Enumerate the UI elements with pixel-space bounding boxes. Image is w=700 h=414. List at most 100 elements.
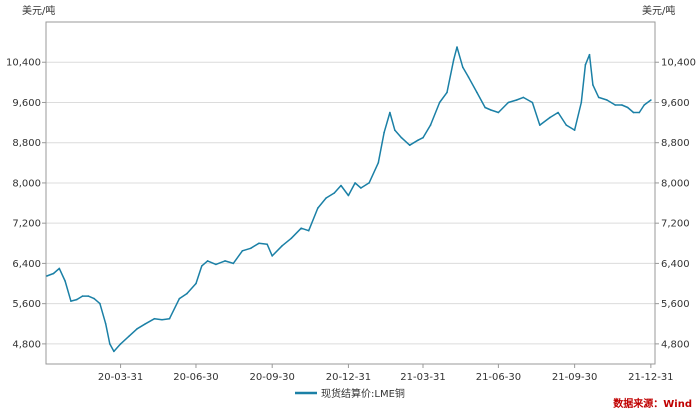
data-point [507, 101, 510, 104]
data-point [417, 139, 419, 141]
x-axis: 20-03-31 20-06-30 20-09-30 20-12-31 21-03-31… [98, 364, 674, 383]
data-source-note: 数据来源：Wind [613, 399, 692, 410]
data-point [333, 192, 336, 194]
data-point [446, 91, 448, 94]
data-point [394, 129, 396, 131]
plot-frame [45, 21, 656, 365]
y-tick-label-right: 10,400 [661, 58, 696, 69]
data-point [206, 260, 209, 262]
data-point [186, 292, 188, 295]
data-point [93, 297, 95, 300]
data-point [422, 136, 424, 139]
data-point [136, 328, 138, 330]
data-point [452, 58, 455, 61]
legend-label: 现货结算价:LME铜 [321, 387, 405, 400]
x-tick-label: 20-12-31 [326, 372, 371, 383]
data-point [153, 317, 156, 320]
data-point [497, 111, 500, 114]
data-point [224, 260, 226, 262]
gridlines [46, 61, 655, 345]
data-point [638, 111, 641, 114]
x-tick-label: 20-06-30 [173, 372, 218, 383]
data-point [614, 104, 616, 106]
x-tick-label: 21-12-31 [628, 372, 673, 383]
data-point [408, 144, 411, 146]
data-point [643, 104, 645, 106]
data-point [438, 101, 441, 104]
data-point [592, 84, 594, 86]
data-point [565, 124, 568, 126]
data-point [456, 46, 458, 48]
x-tick-label: 20-03-31 [98, 372, 143, 383]
x-tick-label: 21-09-30 [552, 372, 597, 383]
data-point [573, 129, 576, 131]
data-point [429, 124, 432, 126]
data-point [621, 104, 623, 106]
data-point [201, 265, 203, 267]
y-tick-label-right: 4,800 [661, 339, 690, 350]
data-point [249, 247, 252, 250]
y-tick-label-right: 8,800 [661, 138, 690, 149]
data-point [70, 300, 72, 302]
data-point [626, 106, 629, 109]
data-point [632, 111, 635, 114]
data-point [281, 245, 283, 247]
y-axis-right: 4,800 5,600 6,400 7,200 8,000 8,800 9,600 10,40… [655, 58, 696, 350]
data-point [368, 182, 370, 184]
data-point [360, 187, 362, 189]
data-point [290, 237, 293, 240]
data-point [307, 229, 310, 232]
y-axis-left: 4,800 5,600 6,400 7,200 8,000 8,800 9,600 10,40… [6, 58, 46, 350]
series-line [46, 46, 652, 353]
data-point [52, 272, 55, 275]
data-point [490, 109, 492, 111]
data-point [128, 335, 130, 338]
data-point [178, 297, 181, 300]
data-point [104, 323, 107, 325]
data-point [557, 111, 559, 114]
data-point [539, 124, 541, 126]
y-tick-label-left: 6,400 [12, 259, 41, 270]
data-point [515, 99, 518, 101]
data-point [400, 136, 403, 139]
data-point [75, 298, 78, 301]
data-point [580, 101, 583, 104]
data-point [354, 182, 356, 184]
y-tick-label-left: 10,400 [6, 58, 41, 69]
y-tick-label-right: 7,200 [661, 219, 690, 230]
data-point [241, 250, 244, 252]
data-point [584, 64, 587, 66]
data-point [81, 295, 84, 297]
data-point [606, 99, 608, 101]
data-point [484, 106, 486, 109]
x-tick-label: 20-09-30 [250, 372, 295, 383]
y-tick-label-left: 7,200 [12, 219, 41, 230]
data-point [109, 343, 111, 345]
data-point [476, 91, 478, 94]
x-tick-label: 21-06-30 [476, 372, 521, 383]
data-point [383, 131, 385, 134]
data-point [377, 162, 380, 164]
y-tick-label-right: 8,000 [661, 178, 690, 189]
data-point [462, 66, 464, 69]
data-point [325, 197, 327, 199]
data-point [58, 267, 61, 270]
legend: 现货结算价:LME铜 [295, 387, 405, 400]
data-point [258, 242, 260, 245]
data-point [389, 111, 391, 114]
y-tick-label-left: 5,600 [12, 299, 41, 310]
data-point [588, 53, 591, 56]
y-axis-right-unit: 美元/吨 [642, 4, 675, 17]
y-tick-label-right: 6,400 [661, 259, 690, 270]
data-point [522, 96, 525, 99]
y-axis-left-unit: 美元/吨 [22, 4, 55, 17]
data-point [340, 184, 342, 187]
data-point [271, 255, 274, 257]
data-point [144, 323, 147, 325]
data-point [215, 263, 217, 266]
y-tick-label-left: 8,800 [12, 138, 41, 149]
y-tick-label-left: 9,600 [12, 98, 41, 109]
data-point [597, 96, 600, 99]
data-point [549, 116, 551, 119]
